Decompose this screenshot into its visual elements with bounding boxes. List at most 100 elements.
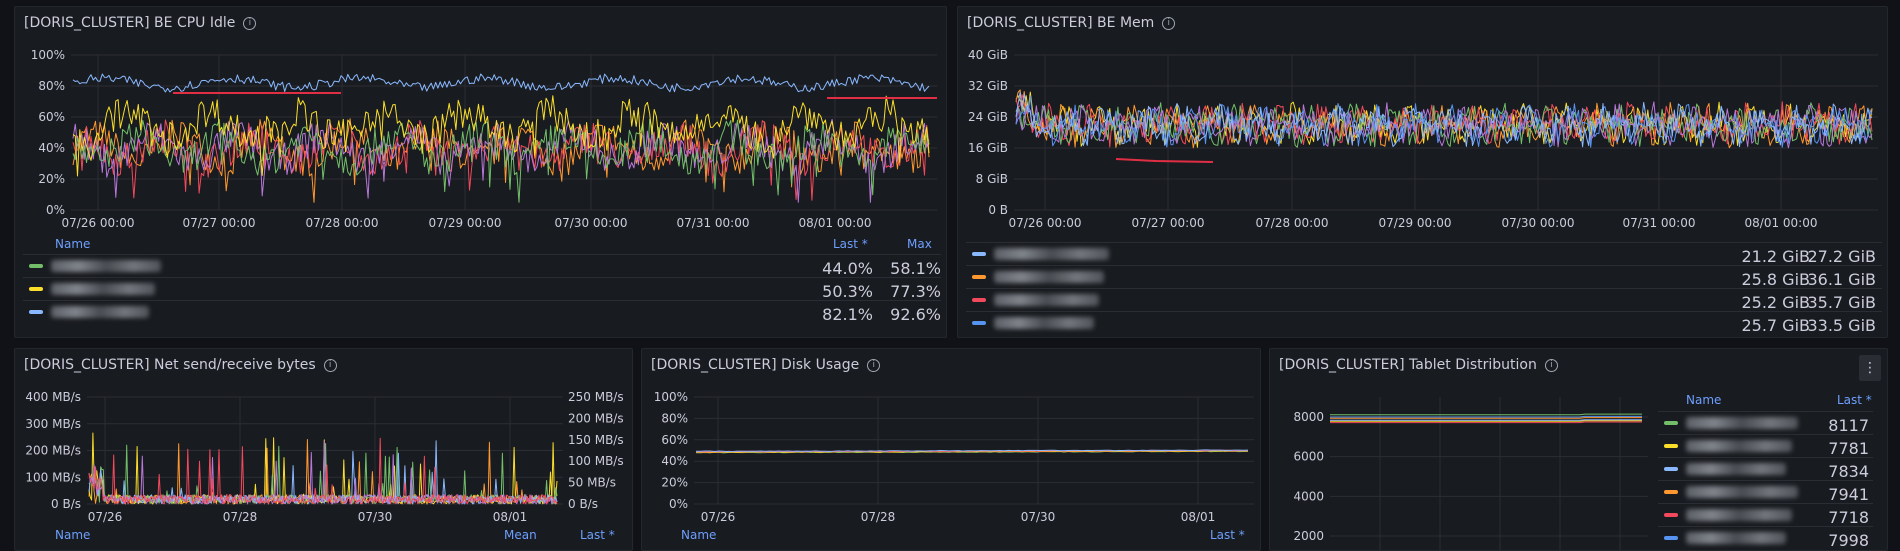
legend-swatch: [1664, 444, 1678, 448]
legend-name-header[interactable]: Name: [681, 528, 717, 542]
legend-col-last[interactable]: Last *: [580, 528, 615, 542]
legend-series-name-redacted: [1686, 532, 1786, 544]
legend-value-last: 50.3%: [822, 282, 873, 301]
legend-swatch: [29, 287, 43, 291]
y-right-tick-label: 50 MB/s: [568, 476, 616, 490]
panel-title[interactable]: [DORIS_CLUSTER] Net send/receive bytes i: [24, 357, 337, 373]
legend-series-name-redacted: [51, 306, 149, 318]
legend-col-last[interactable]: Last *: [1210, 528, 1245, 542]
legend-row[interactable]: 7781: [1658, 434, 1873, 458]
info-icon[interactable]: i: [1162, 16, 1176, 30]
net-series-line: [88, 437, 558, 505]
legend-swatch: [29, 310, 43, 314]
legend-value-last: 7834: [1828, 462, 1869, 481]
legend-value-last: 7998: [1828, 531, 1869, 550]
legend-swatch: [1664, 467, 1678, 471]
legend-row[interactable]: 7941: [1658, 480, 1873, 504]
mem-series-line: [1015, 91, 1873, 148]
x-tick-label: 08/01 00:00: [799, 216, 872, 230]
legend-row[interactable]: 7834: [1658, 457, 1873, 481]
legend-row[interactable]: 7998: [1658, 526, 1873, 550]
x-tick-label: 07/28: [861, 510, 896, 524]
y-tick-label: 200 MB/s: [25, 444, 81, 458]
legend-row[interactable]: 25.2 GiB 35.7 GiB: [966, 288, 1882, 312]
legend-name-header[interactable]: Name: [55, 528, 91, 542]
panel-tablet-distribution[interactable]: [DORIS_CLUSTER] Tablet Distribution i ⋮ 8…: [1269, 348, 1888, 551]
panel-menu-button[interactable]: ⋮: [1859, 355, 1881, 381]
tablet-series-line: [1330, 415, 1642, 418]
cpu-chart[interactable]: 100% 80% 60% 40% 20% 0%07/26 00:00 07/27 00:00…: [15, 7, 947, 247]
legend-col-mean[interactable]: Mean: [504, 528, 537, 542]
panel-title-text: [DORIS_CLUSTER] Disk Usage: [651, 357, 860, 373]
y-right-tick-label: 250 MB/s: [568, 390, 624, 404]
panel-be-mem[interactable]: [DORIS_CLUSTER] BE Mem i 40 GiB 32 GiB 24 G…: [957, 6, 1888, 338]
legend-name-header[interactable]: Name: [55, 237, 91, 251]
disk-chart[interactable]: 100% 80% 60% 40% 20% 0% 07/26 07/28 07/30 08/01: [642, 349, 1261, 551]
x-tick-label: 07/31 00:00: [677, 216, 750, 230]
y-tick-label: 400 MB/s: [25, 390, 81, 404]
legend-row[interactable]: 8117: [1658, 411, 1873, 435]
y-tick-label: 80%: [38, 79, 65, 93]
tablet-chart[interactable]: 8000 6000 4000 2000: [1270, 349, 1650, 551]
y-right-tick-label: 150 MB/s: [568, 433, 624, 447]
info-icon[interactable]: i: [1544, 358, 1558, 372]
y-tick-label: 8000: [1293, 410, 1324, 424]
panel-title-text: [DORIS_CLUSTER] Net send/receive bytes: [24, 357, 316, 373]
cpu-series-line: [72, 118, 930, 203]
y-tick-label: 40%: [38, 141, 65, 155]
legend-value-last: 7781: [1828, 439, 1869, 458]
legend-row[interactable]: 25.8 GiB 36.1 GiB: [966, 265, 1882, 289]
x-tick-label: 08/01 00:00: [1745, 216, 1818, 230]
legend-name-header[interactable]: Name: [1686, 393, 1722, 407]
info-icon[interactable]: i: [867, 358, 881, 372]
panel-title[interactable]: [DORIS_CLUSTER] BE CPU Idle i: [24, 15, 257, 31]
panel-title-text: [DORIS_CLUSTER] Tablet Distribution: [1279, 357, 1537, 373]
panel-title-text: [DORIS_CLUSTER] BE CPU Idle: [24, 15, 236, 31]
y-tick-label: 4000: [1293, 489, 1324, 503]
panel-cpu-idle[interactable]: [DORIS_CLUSTER] BE CPU Idle i 100% 80% 60% 4…: [14, 6, 947, 338]
legend-row[interactable]: 21.2 GiB 27.2 GiB: [966, 242, 1882, 266]
y-tick-label: 80%: [661, 411, 688, 425]
disk-series-line: [696, 449, 1249, 453]
legend-series-name-redacted: [1686, 486, 1798, 498]
legend-value-last: 25.2 GiB: [1741, 293, 1810, 312]
y-tick-label: 16 GiB: [968, 141, 1008, 155]
annotation-line: [1115, 158, 1214, 163]
legend-value-last: 25.8 GiB: [1741, 270, 1810, 289]
legend-value-max: 36.1 GiB: [1807, 270, 1876, 289]
cpu-series-line: [72, 119, 930, 201]
y-tick-label: 0%: [669, 497, 688, 511]
info-icon[interactable]: i: [323, 358, 337, 372]
x-tick-label: 07/26 00:00: [1009, 216, 1082, 230]
panel-title[interactable]: [DORIS_CLUSTER] BE Mem i: [967, 15, 1176, 31]
legend-row[interactable]: 50.3% 77.3%: [23, 277, 941, 301]
legend-swatch: [972, 298, 986, 302]
legend-col-max[interactable]: Max: [907, 237, 932, 251]
cpu-series-line: [72, 95, 930, 177]
x-tick-label: 07/26 00:00: [62, 216, 135, 230]
legend-col-last[interactable]: Last *: [1837, 393, 1872, 407]
tablet-series-line: [1330, 413, 1642, 416]
panel-net-bytes[interactable]: [DORIS_CLUSTER] Net send/receive bytes i …: [14, 348, 633, 551]
legend-row[interactable]: 44.0% 58.1%: [23, 254, 941, 278]
legend-row[interactable]: 25.7 GiB 33.5 GiB: [966, 311, 1882, 335]
legend-row[interactable]: 7718: [1658, 503, 1873, 527]
legend-col-last[interactable]: Last *: [833, 237, 868, 251]
x-tick-label: 08/01: [493, 510, 528, 524]
y-tick-label: 2000: [1293, 529, 1324, 543]
legend-row[interactable]: 82.1% 92.6%: [23, 300, 941, 324]
panel-title[interactable]: [DORIS_CLUSTER] Tablet Distribution i: [1279, 357, 1558, 373]
panel-disk-usage[interactable]: [DORIS_CLUSTER] Disk Usage i 100% 80% 60% 40…: [641, 348, 1261, 551]
tablet-series-line: [1330, 421, 1642, 424]
legend-value-last: 8117: [1828, 416, 1869, 435]
cpu-series-line: [72, 118, 930, 203]
x-tick-label: 07/29 00:00: [429, 216, 502, 230]
mem-chart[interactable]: 40 GiB 32 GiB 24 GiB 16 GiB 8 GiB 0 B07/26 00…: [958, 7, 1888, 247]
info-icon[interactable]: i: [243, 16, 257, 30]
legend-value-max: 27.2 GiB: [1807, 247, 1876, 266]
tablet-series-line: [1330, 417, 1642, 419]
y-tick-label: 6000: [1293, 450, 1324, 464]
net-chart[interactable]: 400 MB/s 300 MB/s 200 MB/s 100 MB/s 0 B/s 250…: [15, 349, 633, 551]
x-tick-label: 07/30 00:00: [555, 216, 628, 230]
panel-title[interactable]: [DORIS_CLUSTER] Disk Usage i: [651, 357, 881, 373]
